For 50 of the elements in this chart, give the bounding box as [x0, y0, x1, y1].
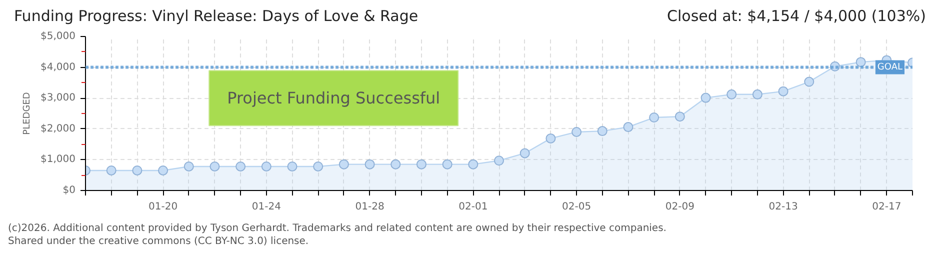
x-tick-label: 02-17	[872, 202, 902, 212]
point	[416, 159, 426, 170]
chart-title: Funding Progress: Vinyl Release: Days of Love & Rage	[14, 6, 418, 27]
text: Shared under the creative commons (CC BY-NC 3.0) license.	[8, 236, 309, 247]
point	[390, 159, 401, 170]
point	[546, 133, 556, 144]
point	[468, 159, 478, 170]
y-tick-label: $3,000	[40, 92, 76, 104]
chart-subtitle: Closed at: $4,154 / $4,000 (103%)	[667, 6, 926, 27]
point	[674, 112, 685, 122]
x-tick-label: 02-05	[562, 202, 592, 212]
y-tick-label: $4,000	[40, 62, 76, 73]
annotation: Project Funding Successful	[227, 88, 440, 108]
text: (c)2026. Additional content provided by Tyson Gerhardt. Trademarks and related content are owned by their respective companies.	[8, 223, 666, 234]
point	[184, 161, 194, 172]
point	[494, 156, 504, 166]
point	[597, 126, 608, 136]
point	[804, 76, 814, 87]
point	[338, 159, 349, 170]
point	[236, 161, 246, 172]
x-tick-label: 02-13	[768, 202, 798, 212]
point	[158, 165, 168, 176]
point	[752, 89, 762, 100]
y-tick-label: $5,000	[40, 31, 76, 42]
y-tick-label: $1,000	[40, 154, 76, 166]
point	[778, 86, 788, 96]
point	[287, 161, 298, 172]
y-tick-label: $0	[62, 185, 76, 196]
point	[572, 126, 582, 137]
point	[132, 165, 142, 176]
point	[261, 161, 272, 172]
point	[856, 57, 866, 68]
y-tick-label: $2,000	[40, 123, 76, 134]
point	[520, 148, 530, 158]
point	[364, 159, 375, 170]
point	[442, 159, 452, 170]
y-axis-title: PLEDGED	[22, 92, 33, 135]
point	[726, 89, 737, 100]
point	[649, 112, 660, 122]
point	[106, 165, 116, 176]
x-tick-label: 01-24	[252, 202, 281, 212]
point	[700, 92, 711, 103]
point	[623, 122, 634, 132]
x-tick-label: 01-20	[148, 202, 178, 212]
point	[210, 161, 220, 172]
x-tick-label: 02-01	[458, 202, 488, 212]
ref-line-label: GOAL	[877, 62, 903, 72]
point	[313, 161, 324, 172]
x-tick-label: 01-28	[355, 202, 384, 212]
x-tick-label: 02-09	[665, 202, 694, 212]
